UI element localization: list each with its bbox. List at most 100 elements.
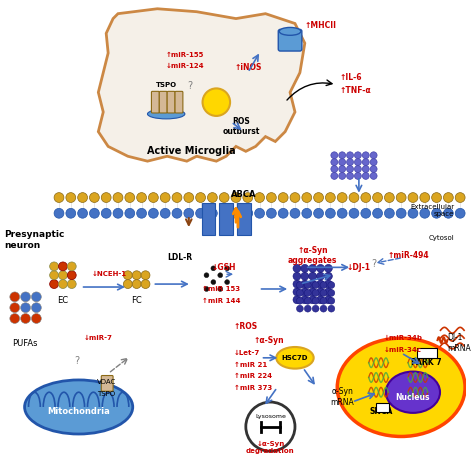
Circle shape	[31, 292, 41, 302]
Circle shape	[290, 208, 300, 218]
Circle shape	[58, 262, 67, 271]
Text: ↓NCEH-1: ↓NCEH-1	[91, 271, 127, 277]
Circle shape	[10, 313, 19, 324]
Circle shape	[309, 296, 317, 304]
Circle shape	[362, 159, 369, 166]
Text: ↑MHCII: ↑MHCII	[305, 21, 337, 30]
Text: ↑miR 21: ↑miR 21	[234, 362, 267, 368]
Circle shape	[132, 280, 141, 289]
Circle shape	[78, 208, 88, 218]
Text: α-Syn
mRNA: α-Syn mRNA	[330, 387, 354, 407]
Circle shape	[328, 297, 335, 304]
Circle shape	[317, 280, 325, 288]
Circle shape	[50, 271, 58, 280]
Circle shape	[370, 166, 377, 173]
Circle shape	[331, 152, 338, 159]
Circle shape	[246, 402, 295, 451]
Text: Lysosome: Lysosome	[255, 414, 286, 420]
Circle shape	[123, 280, 132, 289]
Circle shape	[312, 297, 319, 304]
Circle shape	[78, 193, 88, 202]
Circle shape	[148, 193, 158, 202]
Circle shape	[137, 193, 146, 202]
Circle shape	[208, 193, 217, 202]
Text: Nucleus: Nucleus	[396, 392, 430, 402]
Text: TSPO: TSPO	[97, 391, 115, 397]
Circle shape	[325, 272, 332, 280]
Circle shape	[337, 193, 347, 202]
Circle shape	[331, 159, 338, 166]
Circle shape	[141, 271, 150, 280]
Circle shape	[172, 193, 182, 202]
Bar	[417, 348, 437, 358]
Bar	[219, 203, 233, 235]
Circle shape	[384, 193, 394, 202]
Circle shape	[346, 159, 354, 166]
Circle shape	[312, 305, 319, 312]
Circle shape	[243, 193, 253, 202]
Text: Mitochondria: Mitochondria	[47, 408, 110, 416]
Circle shape	[309, 288, 317, 296]
Circle shape	[296, 290, 303, 297]
Ellipse shape	[147, 109, 185, 119]
Circle shape	[432, 193, 441, 202]
Circle shape	[225, 266, 229, 271]
Circle shape	[266, 208, 276, 218]
Circle shape	[317, 264, 325, 272]
Circle shape	[31, 303, 41, 313]
Circle shape	[278, 208, 288, 218]
Circle shape	[408, 193, 418, 202]
Circle shape	[293, 264, 301, 272]
Ellipse shape	[276, 347, 314, 369]
Text: ↑α-Syn: ↑α-Syn	[254, 336, 284, 345]
Circle shape	[317, 272, 325, 280]
Text: EC: EC	[57, 296, 68, 305]
Circle shape	[325, 264, 332, 272]
Text: ↓miR-124: ↓miR-124	[165, 63, 204, 69]
Circle shape	[113, 193, 123, 202]
Text: LDL-R: LDL-R	[167, 253, 192, 262]
Circle shape	[243, 208, 253, 218]
Circle shape	[290, 193, 300, 202]
Circle shape	[361, 208, 371, 218]
Circle shape	[204, 273, 209, 278]
Circle shape	[420, 208, 430, 218]
Circle shape	[10, 303, 19, 313]
Circle shape	[255, 193, 264, 202]
Circle shape	[326, 208, 335, 218]
Text: ABCA: ABCA	[231, 190, 256, 199]
Circle shape	[312, 282, 319, 289]
FancyBboxPatch shape	[278, 29, 302, 51]
Circle shape	[293, 296, 301, 304]
Circle shape	[304, 290, 311, 297]
Circle shape	[444, 208, 453, 218]
Circle shape	[370, 159, 377, 166]
Circle shape	[255, 208, 264, 218]
Circle shape	[148, 208, 158, 218]
Circle shape	[141, 280, 150, 289]
Circle shape	[328, 290, 335, 297]
FancyBboxPatch shape	[159, 91, 167, 113]
Circle shape	[373, 193, 383, 202]
Circle shape	[172, 208, 182, 218]
Circle shape	[309, 280, 317, 288]
Circle shape	[302, 208, 312, 218]
Circle shape	[337, 208, 347, 218]
Circle shape	[202, 89, 230, 116]
Circle shape	[325, 296, 332, 304]
Text: ↑TNF-α: ↑TNF-α	[339, 86, 371, 95]
Text: ↑miR 144: ↑miR 144	[201, 298, 240, 304]
Text: ↑miR-155: ↑miR-155	[165, 52, 203, 58]
Circle shape	[160, 193, 170, 202]
Circle shape	[225, 280, 229, 285]
Circle shape	[219, 208, 229, 218]
Circle shape	[90, 193, 100, 202]
Text: PUFAs: PUFAs	[12, 339, 37, 347]
Bar	[237, 203, 251, 235]
Circle shape	[355, 152, 361, 159]
Polygon shape	[98, 9, 305, 161]
Circle shape	[432, 208, 441, 218]
Circle shape	[355, 166, 361, 173]
Circle shape	[320, 305, 327, 312]
Ellipse shape	[279, 28, 301, 35]
